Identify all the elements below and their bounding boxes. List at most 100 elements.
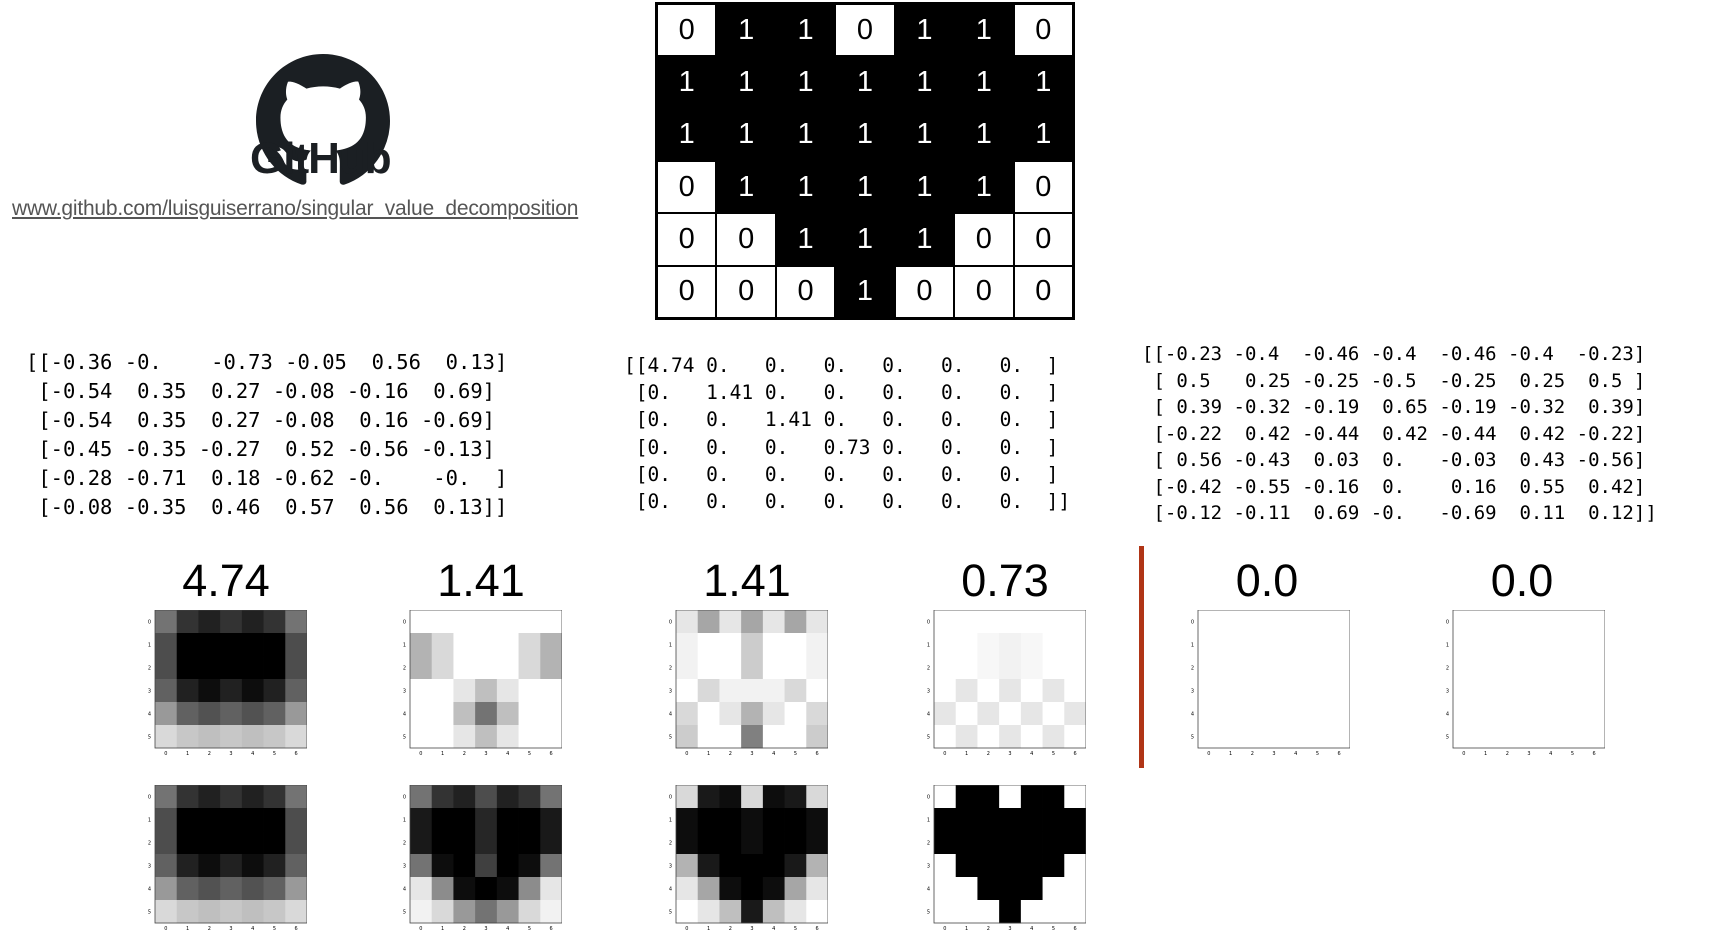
heatmap-cell — [763, 656, 785, 679]
heatmap-cell — [1583, 610, 1605, 633]
heatmap-cell — [540, 656, 562, 679]
heatmap-cell — [698, 854, 720, 877]
heatmap-cell — [475, 702, 497, 725]
heatmap-cell — [432, 633, 454, 656]
x-tick-label: 5 — [794, 926, 797, 932]
heatmap-cell — [432, 831, 454, 854]
y-tick-label: 0 — [669, 795, 672, 801]
heatmap-cell — [1562, 656, 1584, 679]
heatmap-cell — [1021, 785, 1043, 808]
heatmap-cell — [410, 702, 432, 725]
heatmap-cell — [999, 633, 1021, 656]
x-tick-label: 2 — [208, 926, 211, 932]
heatmap-cell — [956, 900, 978, 923]
heatmap-cell — [785, 633, 807, 656]
y-tick-label: 4 — [403, 887, 406, 893]
x-tick-label: 6 — [816, 926, 819, 932]
heatmap-cell — [1518, 725, 1540, 748]
y-tick-label: 3 — [1191, 689, 1194, 695]
x-tick-label: 3 — [1008, 751, 1011, 757]
heatmap-cell — [285, 785, 307, 808]
x-tick-label: 5 — [273, 926, 276, 932]
heatmap-cell — [1043, 633, 1065, 656]
x-tick-label: 1 — [965, 926, 968, 932]
heatmap-cell — [1540, 610, 1562, 633]
heatmap-cell — [1064, 900, 1086, 923]
y-tick-label: 2 — [669, 666, 672, 672]
heatmap-cell — [1328, 679, 1350, 702]
y-tick-label: 0 — [927, 795, 930, 801]
heatmap-cell — [763, 679, 785, 702]
heatmap-cell — [999, 785, 1021, 808]
heatmap-cell — [1307, 702, 1329, 725]
heatmap-cell — [1064, 831, 1086, 854]
heatmap-cell — [1021, 656, 1043, 679]
heatmap-cell — [806, 656, 828, 679]
heatmap-cell — [956, 725, 978, 748]
heatmap-cell — [242, 877, 264, 900]
heatmap-cell — [1583, 633, 1605, 656]
matrix-cell: 0 — [657, 161, 716, 213]
heatmap-cell — [285, 679, 307, 702]
heatmap-cell — [198, 725, 220, 748]
y-tick-label: 5 — [1191, 735, 1194, 741]
heatmap-cell — [453, 854, 475, 877]
heatmap-cell — [1043, 900, 1065, 923]
heatmap-cell — [977, 854, 999, 877]
repo-link[interactable]: www.github.com/luisguiserrano/singular_v… — [12, 197, 578, 221]
heatmap-cumulative-1: 0 1 2 3 4 5 6012345 — [143, 785, 307, 933]
heatmap-cell — [934, 808, 956, 831]
heatmap-component-2: 0 1 2 3 4 5 6012345 — [398, 610, 562, 758]
heatmap-cell — [1540, 656, 1562, 679]
heatmap-cell — [432, 679, 454, 702]
heatmap-cell — [785, 702, 807, 725]
heatmap-cell — [497, 900, 519, 923]
heatmap-cell — [242, 679, 264, 702]
matrix-cell: 1 — [954, 109, 1013, 161]
heatmap-cell — [220, 900, 242, 923]
heatmap-cell — [155, 900, 177, 923]
heatmap-cell — [806, 679, 828, 702]
heatmap-cell — [698, 808, 720, 831]
heatmap-cell — [934, 702, 956, 725]
y-tick-label: 2 — [1191, 666, 1194, 672]
heatmap-cell — [741, 900, 763, 923]
y-tick-label: 1 — [927, 643, 930, 649]
heatmap-cell — [719, 900, 741, 923]
heatmap-cell — [763, 900, 785, 923]
x-tick-label: 2 — [729, 926, 732, 932]
heatmap-cell — [1043, 656, 1065, 679]
heatmap-cell — [676, 785, 698, 808]
y-tick-label: 3 — [403, 864, 406, 870]
heatmap-cumulative-4: 0 1 2 3 4 5 6012345 — [922, 785, 1086, 933]
heatmap-cell — [198, 679, 220, 702]
singular-value-label: 0.0 — [1137, 555, 1397, 607]
heatmap-cell — [264, 725, 286, 748]
heatmap-cell — [540, 725, 562, 748]
heatmap-cell — [1540, 679, 1562, 702]
heatmap-cell — [497, 656, 519, 679]
heatmap-cell — [1285, 610, 1307, 633]
heatmap-cell — [155, 610, 177, 633]
heatmap-cell — [719, 702, 741, 725]
x-tick-label: 6 — [1593, 751, 1596, 757]
x-tick-label: 3 — [484, 751, 487, 757]
heatmap-cell — [198, 831, 220, 854]
x-tick-label: 3 — [750, 926, 753, 932]
heatmap-component-5: 0 1 2 3 4 5 6012345 — [1186, 610, 1350, 758]
heatmap-cell — [698, 785, 720, 808]
heatmap-cell — [177, 831, 199, 854]
heatmap-cell — [741, 610, 763, 633]
heatmap-cell — [977, 702, 999, 725]
heatmap-cell — [1021, 633, 1043, 656]
heatmap-cell — [220, 633, 242, 656]
heatmap-cell — [198, 900, 220, 923]
matrix-cell: 0 — [835, 4, 894, 56]
heatmap-cell — [285, 702, 307, 725]
heatmap-cell — [719, 854, 741, 877]
heatmap-cell — [698, 656, 720, 679]
heatmap-cell — [177, 877, 199, 900]
y-tick-label: 3 — [927, 689, 930, 695]
singular-value-label: 0.73 — [875, 555, 1135, 607]
heatmap-cell — [999, 725, 1021, 748]
